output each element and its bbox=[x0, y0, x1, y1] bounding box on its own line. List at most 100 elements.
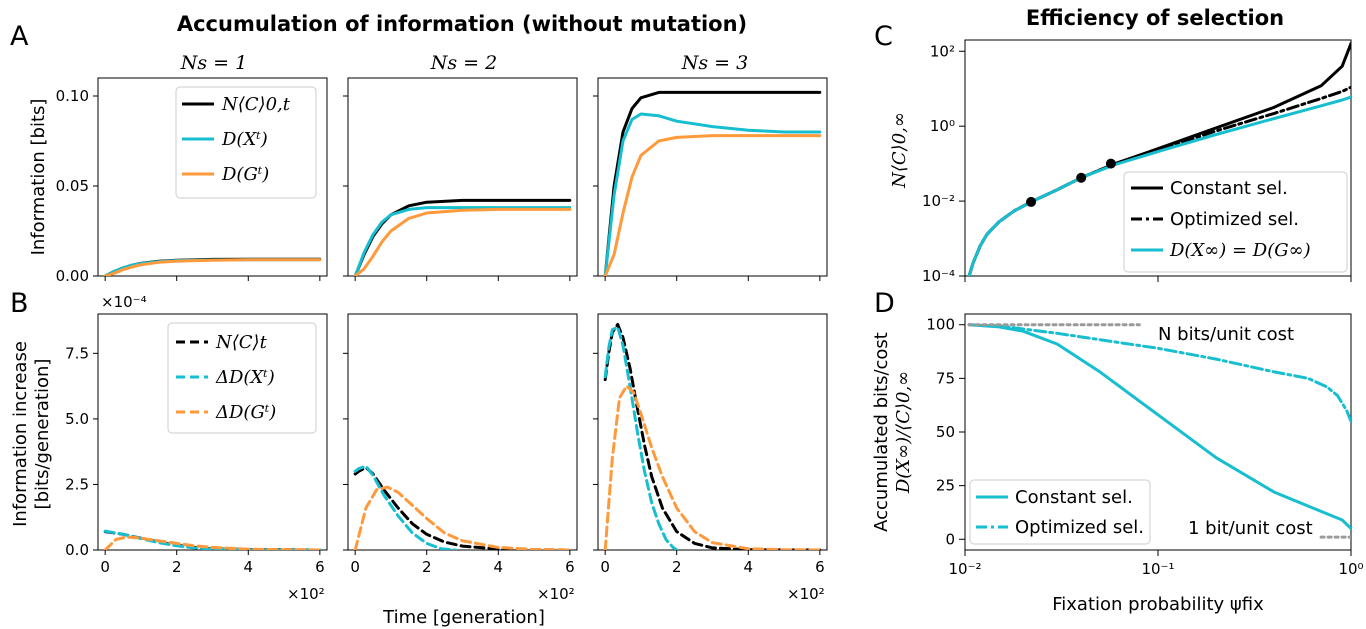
panel-d-xlabel: Fixation probability ψfix bbox=[1052, 594, 1264, 615]
panel-b-ylabel-line1: Information increase bbox=[10, 341, 31, 527]
panel-b-1-ytick-label: 5.0 bbox=[65, 410, 89, 428]
panel-b-2-xtick-label: 0 bbox=[350, 558, 360, 576]
panel-d-legend: Constant sel. Optimized sel. bbox=[969, 479, 1151, 545]
panel-b-line-2 bbox=[353, 485, 572, 550]
panel-b-3-xtick-label: 2 bbox=[672, 558, 682, 576]
panel-c-ytick-label: 10⁻² bbox=[922, 192, 955, 210]
panel-b-1-ytick-label: 7.5 bbox=[65, 344, 89, 362]
panel-a-legend-box bbox=[175, 86, 317, 199]
panel-c-marker bbox=[1026, 196, 1037, 207]
panel-b-xlabel: Time [generation] bbox=[382, 607, 545, 628]
panel-c-ytick-label: 10⁰ bbox=[930, 117, 955, 135]
panel-b-yscale: ×10⁻⁴ bbox=[101, 293, 147, 311]
panel-a-line-3 bbox=[603, 112, 822, 276]
panel-c-legend-label: Constant sel. bbox=[1170, 178, 1288, 199]
panel-b-1-ytick-label: 0.0 bbox=[65, 541, 89, 559]
panel-d-ytick-label: 100 bbox=[926, 316, 955, 334]
panel-b-line-2 bbox=[353, 464, 457, 550]
panel-d-xtick-label: 10⁰ bbox=[1338, 560, 1363, 578]
panel-b-2-xtick-label: 6 bbox=[565, 558, 575, 576]
panel-b-1-frame bbox=[97, 313, 328, 551]
panel-a-line-3 bbox=[603, 90, 822, 276]
panel-b-line-3 bbox=[603, 323, 822, 550]
panel-a-line-1 bbox=[103, 258, 322, 276]
panel-c-ytick-label: 10⁻⁴ bbox=[922, 267, 955, 285]
panel-d-ytick-label: 75 bbox=[936, 369, 955, 387]
panel-b-3-xtick-label: 6 bbox=[815, 558, 825, 576]
subplot-title-ns1: Ns = 1 bbox=[180, 52, 247, 74]
panel-b-ylabel-line2: [bits/generation] bbox=[32, 359, 53, 510]
panel-c-marker bbox=[1076, 172, 1087, 183]
panel-b-legend-label: N⟨C⟩t bbox=[215, 332, 268, 353]
annotation-1-bit: 1 bit/unit cost bbox=[1188, 518, 1313, 539]
panel-b-legend: N⟨C⟩t ΔD(Xᵗ) ΔD(Gᵗ) bbox=[167, 322, 317, 434]
panel-a-line-1 bbox=[103, 258, 322, 276]
panel-a-legend: N⟨C⟩0,t D(Xᵗ) D(Gᵗ) bbox=[175, 86, 317, 199]
panel-d-xtick-label: 10⁻² bbox=[948, 560, 981, 578]
panel-b-1-ytick-label: 2.5 bbox=[65, 475, 89, 493]
panel-letter-a: A bbox=[10, 21, 29, 52]
panel-a-1-frame bbox=[97, 77, 328, 277]
panel-b-line-3 bbox=[603, 325, 679, 550]
annotation-n-bits: N bits/unit cost bbox=[1158, 324, 1294, 345]
panel-c-ytick-label: 10² bbox=[930, 42, 955, 60]
panel-d-legend-box bbox=[969, 479, 1151, 545]
panel-d-ylabel-line2: D(X∞)/⟨C⟩0,∞ bbox=[893, 371, 914, 494]
panel-a-1-ytick-label: 0.00 bbox=[56, 267, 89, 285]
panel-b-xscale-3: ×10² bbox=[787, 585, 825, 603]
panel-b-1-xtick-label: 2 bbox=[172, 558, 182, 576]
panel-a-line-2 bbox=[353, 207, 572, 276]
panel-b-xscale-1: ×10² bbox=[287, 585, 325, 603]
panel-a-2-frame bbox=[347, 77, 578, 277]
panel-d-line bbox=[967, 323, 1351, 530]
panel-b-2-xtick-label: 2 bbox=[422, 558, 432, 576]
panel-letter-c: C bbox=[874, 21, 893, 52]
panel-b-legend-label: ΔD(Gᵗ) bbox=[215, 402, 276, 423]
panel-b-legend-label: ΔD(Xᵗ) bbox=[215, 367, 275, 388]
panel-b-2-frame bbox=[347, 313, 578, 551]
subplot-title-ns2: Ns = 2 bbox=[430, 52, 497, 74]
panel-b-line-3 bbox=[603, 384, 822, 550]
panel-c-legend-label: Optimized sel. bbox=[1170, 209, 1299, 230]
panel-a-1-ytick-label: 0.10 bbox=[56, 87, 89, 105]
panel-d-ytick-label: 50 bbox=[936, 423, 955, 441]
panel-d-ytick-label: 25 bbox=[936, 477, 955, 495]
panel-c-legend-label: D(X∞) = D(G∞) bbox=[1169, 240, 1311, 261]
panel-a-line-2 bbox=[353, 206, 572, 276]
panel-a-legend-label: N⟨C⟩0,t bbox=[221, 94, 291, 115]
panel-a-legend-label: D(Gᵗ) bbox=[221, 164, 269, 185]
panel-d-legend-label: Constant sel. bbox=[1015, 487, 1133, 508]
panel-a-ylabel: Information [bits] bbox=[28, 99, 49, 256]
panel-c-legend: Constant sel. Optimized sel. D(X∞) = D(G∞) bbox=[1123, 171, 1348, 273]
panel-b-legend-box bbox=[167, 322, 317, 434]
panel-c-ylabel: N⟨C⟩0,∞ bbox=[889, 112, 910, 189]
panel-c-line bbox=[967, 95, 1351, 276]
panel-a-line-3 bbox=[603, 134, 822, 276]
subplot-title-ns3: Ns = 3 bbox=[681, 52, 748, 74]
panel-a-3-frame bbox=[597, 77, 828, 277]
right-figure-title: Efficiency of selection bbox=[1026, 6, 1284, 30]
plot-layer: 0.00 0.05 0.10 N⟨C⟩0,t D(Xᵗ) D(Gᵗ) 0 2 4 6 0.0 2.5 5… bbox=[56, 39, 1364, 578]
panel-letter-b: B bbox=[10, 288, 29, 319]
panel-b-line-2 bbox=[353, 465, 572, 550]
panel-b-3-xtick-label: 4 bbox=[744, 558, 754, 576]
panel-b-1-xtick-label: 4 bbox=[244, 558, 254, 576]
panel-letter-d: D bbox=[874, 288, 895, 319]
panel-c-legend-box bbox=[1123, 171, 1348, 273]
panel-d-legend-label: Optimized sel. bbox=[1015, 517, 1144, 538]
panel-d-ylabel-line1: Accumulated bits/cost bbox=[871, 332, 892, 532]
panel-d-line bbox=[967, 323, 1351, 423]
panel-d-xtick-label: 10⁻¹ bbox=[1141, 560, 1174, 578]
panel-c-marker bbox=[1105, 158, 1116, 169]
panel-b-line-1 bbox=[103, 535, 322, 550]
panel-d-ytick-label: 0 bbox=[945, 530, 955, 548]
panel-a-legend-label: D(Xᵗ) bbox=[221, 129, 268, 150]
panel-b-1-xtick-label: 6 bbox=[315, 558, 325, 576]
panel-b-1-xtick-label: 0 bbox=[100, 558, 110, 576]
panel-a-line-1 bbox=[103, 257, 322, 276]
panel-b-3-frame bbox=[597, 313, 828, 551]
left-figure-title: Accumulation of information (without mut… bbox=[177, 12, 747, 36]
panel-b-2-xtick-label: 4 bbox=[494, 558, 504, 576]
panel-a-1-ytick-label: 0.05 bbox=[56, 177, 89, 195]
